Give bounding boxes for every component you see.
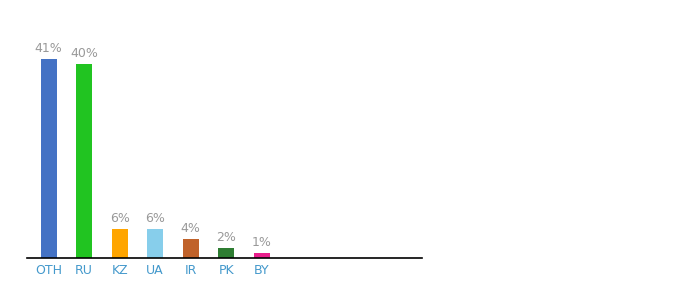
Text: 6%: 6% [109,212,129,225]
Text: 40%: 40% [70,47,98,60]
Text: 2%: 2% [216,231,236,244]
Text: 4%: 4% [181,222,201,235]
Bar [76,64,92,258]
Bar [112,229,128,258]
Bar [183,238,199,258]
Bar [41,59,56,258]
Bar [254,253,270,258]
Bar [147,229,163,258]
Text: 1%: 1% [252,236,271,249]
Bar [218,248,234,258]
Text: 41%: 41% [35,42,63,55]
Text: 6%: 6% [145,212,165,225]
